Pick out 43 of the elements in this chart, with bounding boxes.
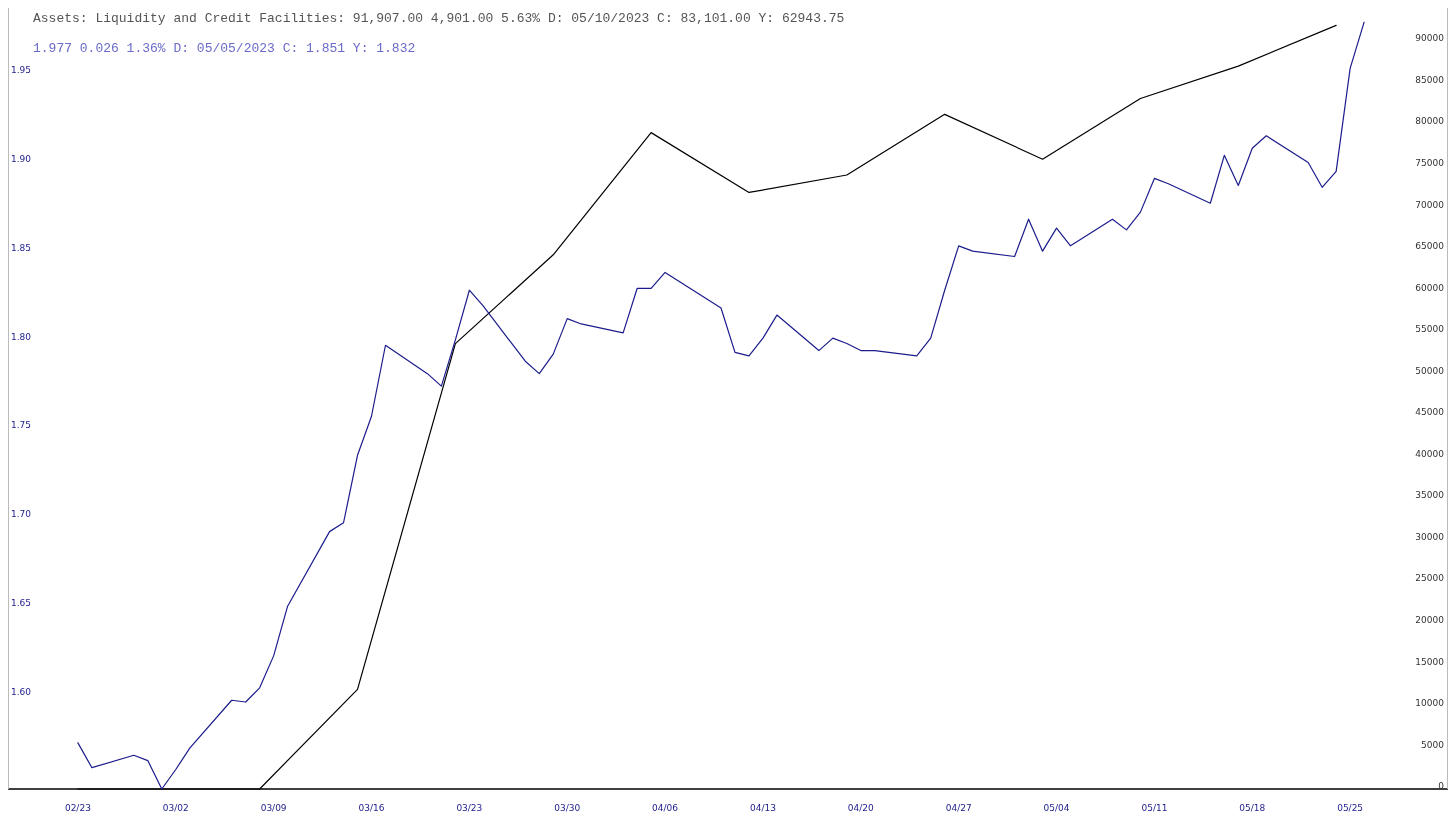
y2-tick-label: 50000 <box>1415 365 1445 376</box>
y-tick-label: 1.65 <box>11 597 32 608</box>
x-tick-label: 04/27 <box>945 803 972 813</box>
annotation: Assets: Liquidity and Credit Facilities: 91,907.00 4,901.00 5.63% D: 05/10/2023 C: 83,101.00 Y: 62943.75 <box>33 11 845 26</box>
y2-tick-label: 35000 <box>1415 490 1445 501</box>
annotation: 1.977 0.026 1.36% D: 05/05/2023 C: 1.851 Y: 1.832 <box>33 41 416 56</box>
x-tick-label: 05/25 <box>1337 803 1364 813</box>
y2-tick-label: 65000 <box>1415 241 1445 252</box>
y2-tick-label: 15000 <box>1415 656 1445 667</box>
y-tick-label: 1.80 <box>11 331 32 342</box>
y2-tick-label: 20000 <box>1415 614 1445 625</box>
y-tick-label: 1.85 <box>11 242 32 253</box>
x-tick-label: 04/13 <box>749 803 776 813</box>
y2-tick-label: 85000 <box>1415 74 1445 85</box>
x-tick-label: 04/06 <box>652 803 679 813</box>
y2-tick-label: 0 <box>1438 781 1445 792</box>
y2-tick-label: 40000 <box>1415 448 1445 459</box>
y-tick-label: 1.70 <box>11 509 32 520</box>
x-tick-label: 05/18 <box>1239 803 1266 813</box>
y-tick-label: 1.90 <box>11 154 32 165</box>
x-tick-label: 03/09 <box>260 803 287 813</box>
y-tick-label: 1.60 <box>11 686 32 697</box>
y2-tick-label: 75000 <box>1415 158 1445 169</box>
x-tick-label: 05/11 <box>1141 803 1168 813</box>
y2-tick-label: 5000 <box>1421 739 1445 750</box>
x-tick-label: 05/04 <box>1043 803 1070 813</box>
x-tick-label: 02/23 <box>64 803 91 813</box>
y2-tick-label: 70000 <box>1415 199 1445 210</box>
y2-tick-label: 30000 <box>1415 531 1445 542</box>
y2-tick-label: 25000 <box>1415 573 1445 584</box>
y2-tick-label: 80000 <box>1415 116 1445 127</box>
x-tick-label: 03/16 <box>358 803 385 813</box>
y-tick-label: 1.75 <box>11 420 32 431</box>
y2-tick-label: 60000 <box>1415 282 1445 293</box>
y2-tick-label: 45000 <box>1415 407 1445 418</box>
x-tick-label: 03/23 <box>456 803 483 813</box>
y2-tick-label: 10000 <box>1415 698 1445 709</box>
x-tick-label: 04/20 <box>847 803 875 813</box>
y2-tick-label: 55000 <box>1415 324 1445 335</box>
y-tick-label: 1.95 <box>11 65 32 76</box>
y2-tick-label: 90000 <box>1415 33 1445 44</box>
x-tick-label: 03/30 <box>554 803 581 813</box>
x-tick-label: 03/02 <box>162 803 189 813</box>
